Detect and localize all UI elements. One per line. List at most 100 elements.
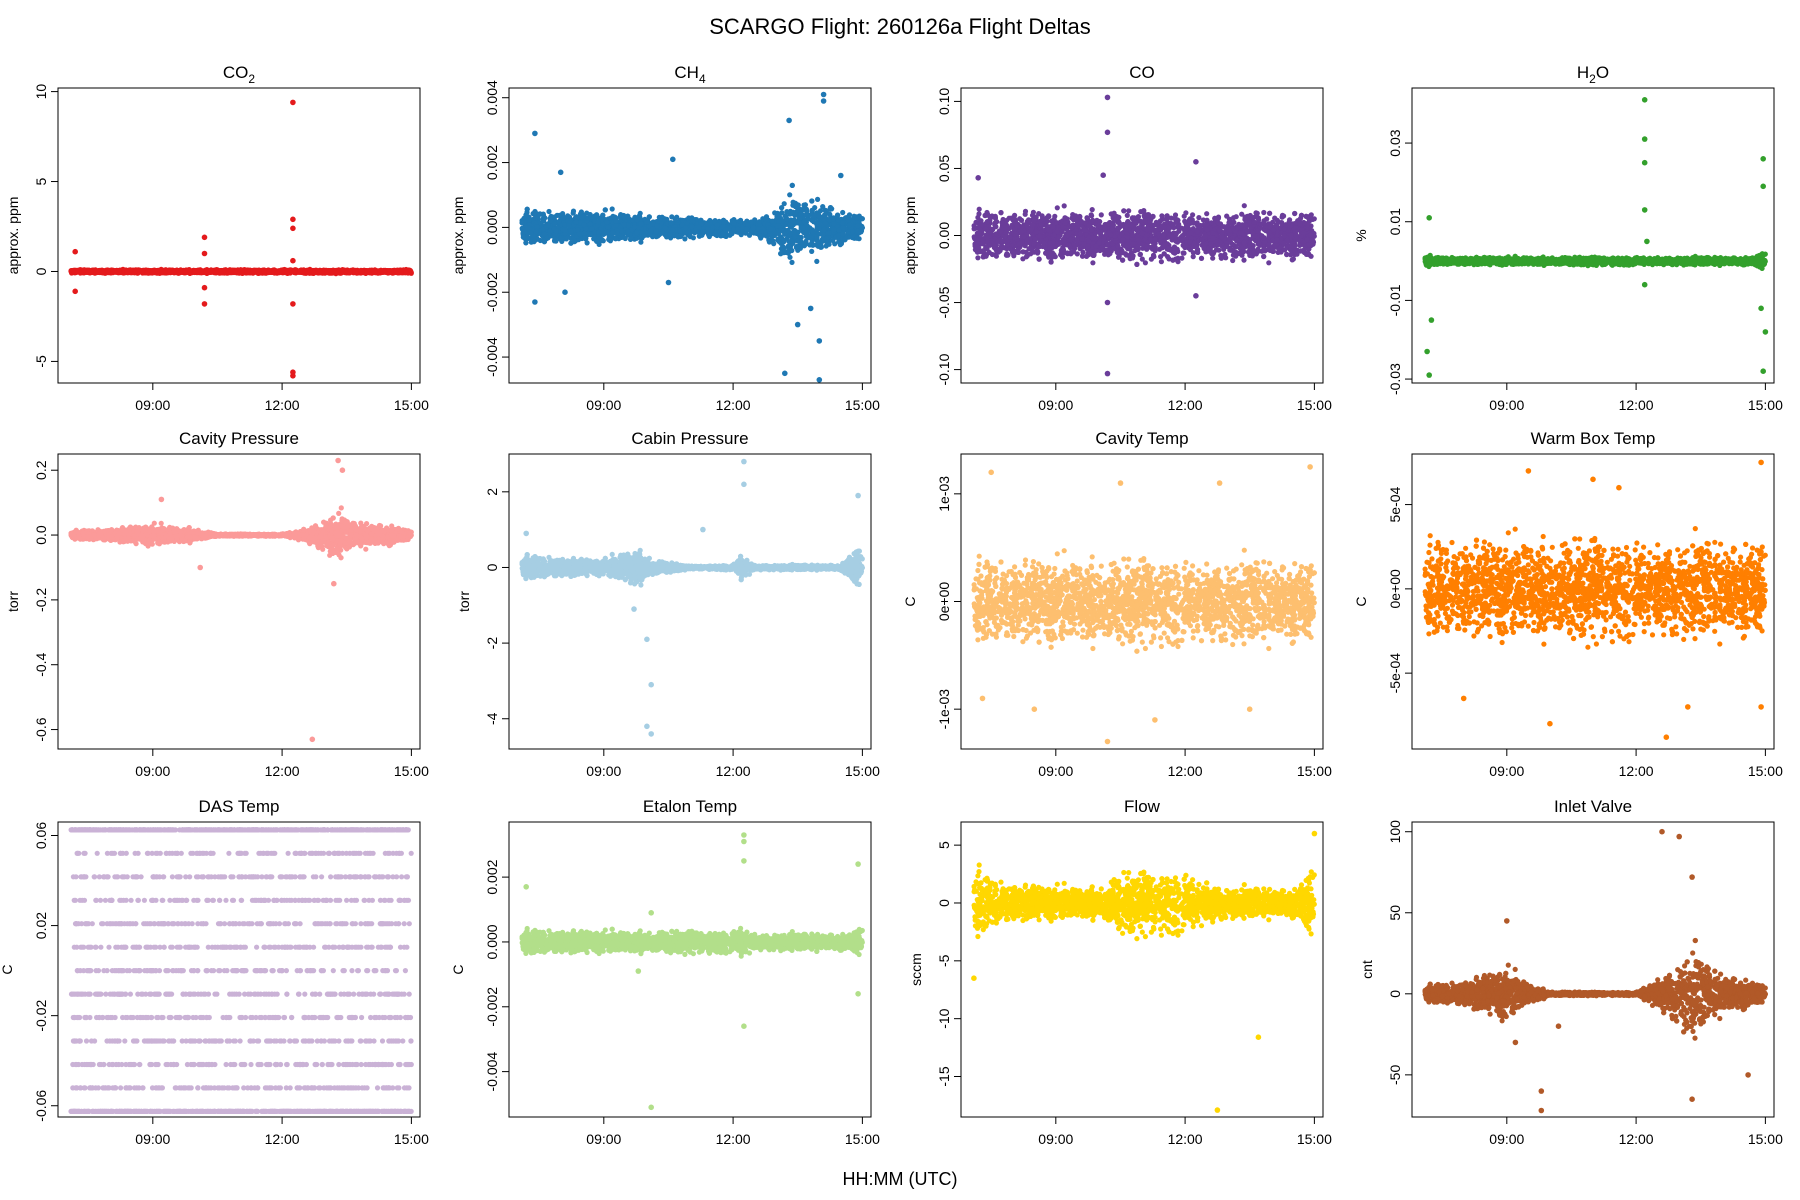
data-point — [552, 237, 558, 243]
data-point — [842, 237, 848, 243]
data-point — [588, 231, 594, 238]
data-point — [835, 212, 841, 218]
outlier-point — [290, 225, 296, 232]
data-point — [523, 240, 529, 246]
outlier-point — [201, 234, 208, 241]
data-point — [297, 267, 303, 273]
data-point — [553, 228, 559, 234]
data-point — [778, 251, 784, 257]
data-point — [859, 225, 865, 231]
outlier-point — [201, 301, 208, 307]
data-point — [584, 240, 590, 246]
x-tick-label: 12:00 — [265, 397, 300, 413]
data-point — [820, 204, 826, 210]
data-point — [203, 268, 209, 274]
data-point — [556, 219, 562, 225]
data-point — [371, 269, 377, 275]
data-point — [570, 208, 577, 214]
data-point — [799, 241, 805, 247]
data-point — [170, 269, 177, 275]
data-point — [546, 208, 552, 215]
data-point — [720, 230, 726, 237]
data-point — [159, 269, 165, 275]
data-point — [672, 216, 678, 222]
data-point — [568, 240, 574, 246]
data-point — [789, 182, 795, 188]
data-point — [781, 201, 787, 207]
data-point — [403, 269, 409, 275]
data-point — [359, 268, 365, 274]
figure-title: SCARGO Flight: 260126a Flight Deltas — [709, 14, 1091, 39]
data-point — [776, 211, 783, 218]
data-point — [124, 269, 130, 275]
data-point — [803, 212, 810, 218]
data-point — [775, 237, 781, 243]
data-point — [810, 218, 816, 224]
figure-xlabel: HH:MM (UTC) — [843, 1169, 958, 1189]
data-point — [520, 234, 527, 240]
data-point — [809, 248, 815, 254]
scatter-points — [68, 99, 414, 379]
data-point — [261, 269, 267, 275]
data-point — [814, 234, 820, 240]
data-point — [574, 214, 580, 220]
data-point — [796, 219, 802, 225]
data-point — [577, 220, 583, 226]
data-point — [790, 199, 796, 205]
data-point — [790, 209, 796, 215]
data-point — [386, 270, 392, 276]
data-point — [229, 267, 235, 274]
data-point — [618, 228, 624, 234]
data-point — [787, 254, 793, 260]
data-point — [807, 242, 813, 248]
data-point — [854, 215, 860, 221]
data-point — [818, 208, 824, 214]
data-point — [560, 211, 566, 217]
data-point — [379, 268, 385, 274]
data-point — [787, 192, 793, 198]
data-point — [608, 215, 614, 221]
data-point — [678, 233, 684, 239]
data-point — [167, 269, 173, 275]
data-point — [594, 238, 600, 244]
data-point — [811, 213, 817, 219]
data-point — [674, 233, 680, 239]
data-point — [809, 207, 815, 213]
data-point — [105, 268, 111, 274]
data-point — [574, 227, 581, 233]
data-point — [769, 218, 775, 224]
data-point — [137, 267, 143, 273]
data-point — [609, 206, 615, 212]
data-point — [70, 267, 76, 274]
data-point — [519, 220, 525, 226]
data-point — [816, 213, 822, 219]
data-point — [756, 219, 763, 225]
data-point — [638, 239, 644, 245]
data-point — [101, 268, 107, 274]
data-point — [775, 223, 781, 229]
data-point — [81, 267, 87, 273]
outlier-point — [290, 257, 296, 264]
data-point — [600, 212, 606, 218]
data-point — [393, 267, 399, 273]
x-tick-label: 15:00 — [394, 397, 429, 413]
data-point — [311, 269, 317, 275]
data-point — [526, 217, 533, 223]
data-point — [525, 225, 531, 231]
data-point — [855, 223, 861, 229]
data-point — [689, 217, 695, 223]
data-point — [827, 211, 833, 217]
scatter-points — [519, 91, 865, 383]
plot-frame — [57, 87, 421, 384]
outlier-point — [290, 373, 296, 379]
data-point — [775, 230, 782, 237]
outlier-point — [201, 284, 208, 291]
data-point — [619, 213, 625, 219]
data-point — [820, 227, 827, 233]
data-point — [822, 207, 828, 213]
data-point — [803, 238, 809, 245]
outlier-point — [201, 250, 208, 257]
